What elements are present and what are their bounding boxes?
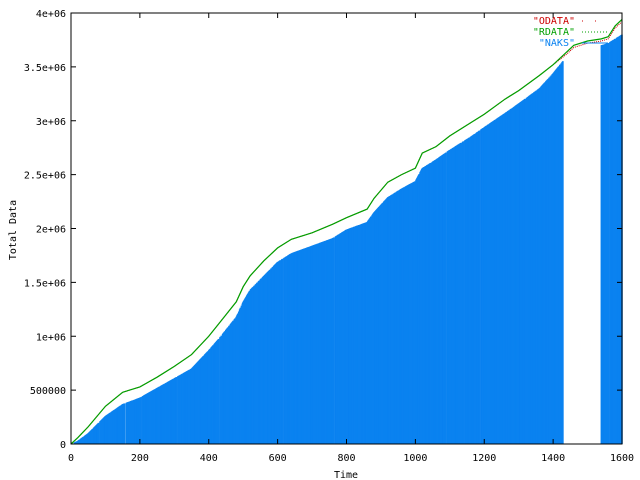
x-tick-label: 200 [131, 453, 149, 464]
x-tick-label: 0 [68, 453, 74, 464]
x-axis-title: Time [334, 470, 358, 480]
x-tick-label: 400 [200, 453, 218, 464]
x-tick-label: 1400 [541, 453, 565, 464]
y-tick-label: 2e+06 [36, 225, 66, 236]
x-tick-label: 1000 [403, 453, 427, 464]
y-tick-label: 0 [60, 440, 66, 451]
x-tick-label: 1600 [610, 453, 634, 464]
y-axis-title: Total Data [8, 200, 19, 260]
legend-label: "ODATA" [533, 16, 575, 27]
y-tick-label: 3.5e+06 [24, 63, 66, 74]
legend-label: "RDATA" [533, 27, 575, 38]
y-tick-label: 2.5e+06 [24, 171, 66, 182]
legend-label: "NAKS" [539, 38, 575, 49]
x-tick-label: 1200 [472, 453, 496, 464]
x-tick-label: 600 [269, 453, 287, 464]
y-tick-label: 1e+06 [36, 332, 66, 343]
naks-impulses [73, 34, 623, 444]
y-tick-label: 3e+06 [36, 117, 66, 128]
legend: "ODATA""RDATA""NAKS" [533, 16, 608, 49]
y-tick-label: 500000 [30, 386, 66, 397]
x-tick-label: 800 [337, 453, 355, 464]
rdata-series [70, 19, 623, 445]
y-tick-label: 4e+06 [36, 9, 66, 20]
y-tick-label: 1.5e+06 [24, 278, 66, 289]
